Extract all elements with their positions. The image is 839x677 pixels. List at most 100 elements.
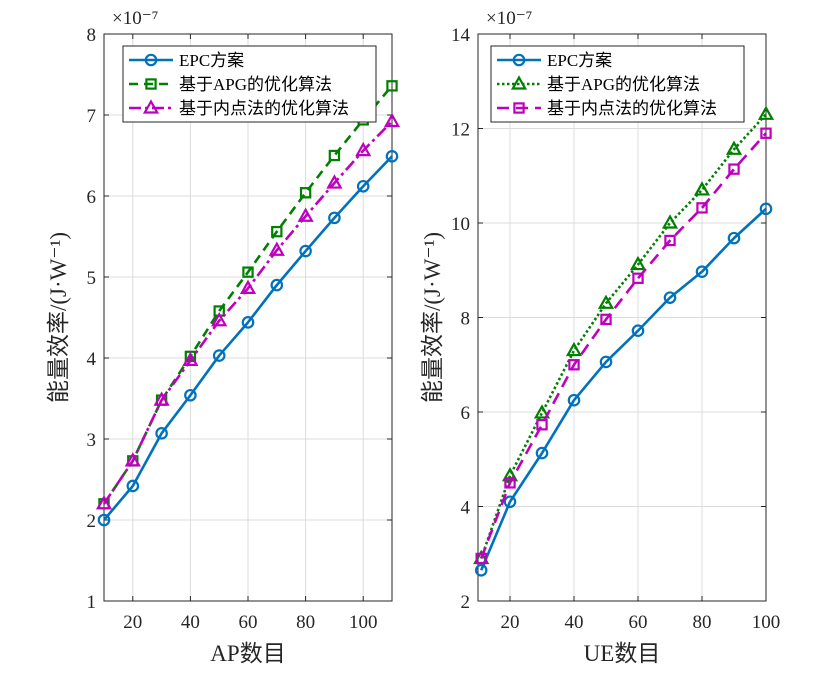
x-tick-label: 20 <box>501 612 520 633</box>
data-point <box>184 388 197 402</box>
data-point <box>535 446 549 460</box>
y-tick-label: 5 <box>87 268 97 289</box>
data-point <box>533 404 551 419</box>
data-point <box>241 316 255 329</box>
x-axis-label: AP数目 <box>210 641 285 666</box>
data-point <box>632 272 644 284</box>
y-axis-label: 能量效率/(J·W⁻¹) <box>46 232 71 403</box>
data-point <box>629 255 647 271</box>
x-tick-label: 60 <box>629 612 648 633</box>
series-1 <box>474 202 773 577</box>
data-point <box>95 495 113 510</box>
data-point <box>124 452 141 467</box>
data-point <box>355 141 372 157</box>
y-tick-label: 6 <box>87 187 97 208</box>
data-point <box>661 214 679 229</box>
data-point <box>155 427 168 440</box>
chart-panel-1: 20 40 60 80 100 1 2 3 4 5 6 7 8 ×10⁻⁷ AP数目 能量效率/(J·W⁻¹)… <box>46 8 401 666</box>
y-tick-label: 2 <box>87 511 97 532</box>
data-point <box>565 341 583 357</box>
legend-marker <box>144 53 158 67</box>
data-point <box>328 211 341 225</box>
data-point <box>663 291 677 304</box>
y-tick-label: 8 <box>461 309 471 330</box>
y-tick-label: 12 <box>451 120 470 141</box>
data-point <box>568 359 580 371</box>
data-point <box>268 241 285 256</box>
data-point <box>383 112 401 128</box>
data-point <box>356 179 370 193</box>
legend-marker <box>142 99 160 114</box>
data-point <box>600 313 612 326</box>
data-point <box>536 419 548 431</box>
data-point <box>725 140 743 155</box>
x-tick-label: 20 <box>123 612 142 633</box>
x-tick-label: 80 <box>296 612 315 633</box>
data-point <box>693 181 711 196</box>
data-point <box>297 207 314 222</box>
x-tick-label: 60 <box>239 612 258 633</box>
data-point <box>695 265 709 278</box>
y-tick-label: 7 <box>87 106 97 127</box>
data-point <box>182 351 199 367</box>
y-tick-label: 1 <box>87 592 97 613</box>
data-point <box>326 174 343 189</box>
data-point <box>126 479 140 493</box>
series-3 <box>95 112 401 510</box>
legend-label: 基于内点法的优化算法 <box>179 99 349 118</box>
series-3 <box>475 127 772 565</box>
legend-label: EPC方案 <box>547 51 612 70</box>
data-point <box>599 355 613 369</box>
data-point <box>474 563 488 577</box>
legend-marker <box>513 102 525 114</box>
data-point <box>270 278 284 292</box>
x-tick-label: 40 <box>565 612 584 633</box>
data-point <box>299 244 312 258</box>
data-point <box>759 202 773 216</box>
data-point <box>385 150 399 163</box>
legend-label: EPC方案 <box>179 51 244 70</box>
series-line <box>103 155 393 521</box>
series-line <box>102 120 393 505</box>
data-point <box>386 80 398 92</box>
x-axis-label: UE数目 <box>584 641 661 666</box>
series-1 <box>97 150 399 527</box>
data-point <box>239 279 257 294</box>
legend-label: 基于内点法的优化算法 <box>547 99 717 118</box>
series-line <box>479 132 767 559</box>
data-point <box>728 163 740 175</box>
y-tick-label: 3 <box>87 430 97 451</box>
axis-exponent-label: ×10⁻⁷ <box>486 8 532 29</box>
data-point <box>97 513 111 527</box>
data-point <box>271 225 283 238</box>
x-tick-label: 40 <box>181 612 200 633</box>
x-tick-label: 80 <box>693 612 712 633</box>
series-2 <box>473 105 775 565</box>
chart-panel-2: 20 40 60 80 100 2 4 6 8 10 12 14 ×10⁻⁷ UE数目 能量效率/(J·W⁻… <box>420 8 780 666</box>
y-tick-label: 8 <box>87 25 97 46</box>
legend-marker <box>510 75 528 90</box>
series-line <box>479 113 767 559</box>
data-point <box>757 105 775 120</box>
data-point <box>503 495 517 509</box>
y-tick-label: 14 <box>451 25 471 46</box>
x-tick-label: 100 <box>752 612 781 633</box>
data-point <box>597 294 615 309</box>
data-point <box>760 127 772 139</box>
x-tick-label: 100 <box>349 612 378 633</box>
data-point <box>212 349 226 362</box>
y-tick-label: 4 <box>461 498 471 519</box>
data-point <box>504 477 516 489</box>
data-point <box>475 552 487 565</box>
data-point <box>328 149 341 162</box>
legend-label: 基于APG的优化算法 <box>547 75 700 94</box>
data-point <box>567 393 581 407</box>
data-point <box>299 187 312 199</box>
y-tick-label: 2 <box>461 592 471 613</box>
data-point <box>242 266 254 278</box>
data-point <box>153 391 170 406</box>
data-point <box>631 324 645 338</box>
